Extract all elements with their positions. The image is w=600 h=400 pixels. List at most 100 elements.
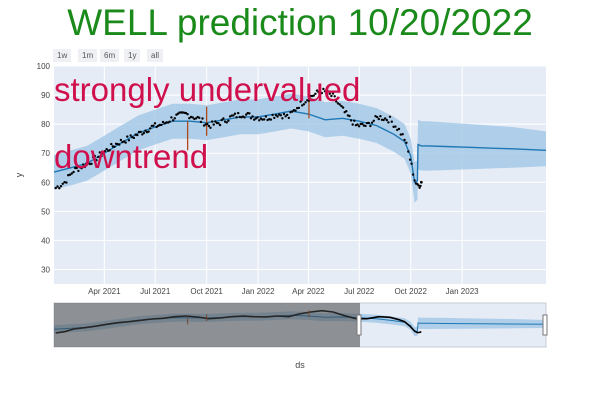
actual-point [245,113,248,116]
y-axis-label: y [14,172,24,177]
actual-point [294,109,297,112]
actual-point [58,187,61,190]
actual-point [184,111,188,115]
actual-point [418,186,421,189]
actual-point [328,92,331,95]
range-slider-mask [54,303,360,347]
actual-point [70,172,74,175]
actual-point [170,116,173,119]
actual-point [254,117,257,120]
actual-point [105,148,108,151]
y-tick-label: 50 [41,207,50,216]
y-tick-label: 60 [41,178,50,187]
actual-point [411,173,415,176]
actual-point [100,154,103,158]
actual-point [413,179,416,182]
actual-point [119,138,123,142]
page-title: WELL prediction 10/20/2022 [67,2,533,43]
actual-point [396,128,399,132]
actual-point [91,156,95,159]
valuation-annotation: strongly undervalued [54,71,360,108]
actual-point [72,170,75,174]
x-axis-ticks: Apr 2021 Jul 2021 Oct 2021 Jan 2022 Apr 2022… [88,287,479,296]
actual-point [173,117,176,120]
actual-point [361,122,364,126]
x-tick-label: Jul 2022 [344,287,375,296]
range-slider[interactable] [53,302,548,348]
x-tick-label: Jul 2021 [140,287,171,296]
actual-point [399,133,402,136]
y-tick-label: 40 [41,236,50,245]
actual-point [198,116,201,120]
actual-point [301,104,304,107]
actual-point [269,118,273,121]
range-1w-button[interactable]: 1w [53,49,72,62]
actual-point [351,123,354,126]
actual-point [291,110,294,113]
actual-point [147,130,150,133]
actual-point [379,115,382,118]
actual-point [56,185,59,188]
actual-point [273,116,276,120]
actual-point [54,186,57,190]
actual-point [103,150,107,153]
actual-point [419,180,423,184]
actual-point [82,163,85,166]
actual-point [322,87,325,91]
actual-point [281,117,284,120]
actual-point [282,112,286,116]
actual-point [263,118,266,121]
y-tick-label: 90 [41,91,50,100]
x-tick-label: Apr 2021 [88,287,121,296]
actual-point [165,121,168,124]
actual-point [160,123,163,127]
actual-point [369,124,372,128]
actual-point [349,119,353,122]
actual-point [108,149,111,152]
range-all-button[interactable]: all [147,49,164,62]
y-tick-label: 80 [41,120,50,129]
actual-point [220,118,223,122]
actual-point [194,117,198,120]
actual-point [403,138,406,142]
actual-point [333,95,336,98]
actual-point [232,114,235,117]
actual-point [139,130,142,134]
range-6m-button[interactable]: 6m [100,49,120,62]
y-axis-ticks: 30 40 50 60 70 80 90 100 [37,62,51,274]
actual-point [419,184,422,188]
actual-point [304,101,307,104]
actual-point [136,133,139,137]
range-1m-button[interactable]: 1m [78,49,98,62]
actual-point [141,133,144,136]
actual-point [407,150,410,153]
actual-point [65,181,68,184]
range-1y-button[interactable]: 1y [124,49,141,62]
actual-point [405,141,408,144]
actual-point [410,162,413,165]
trend-annotation: downtrend [54,138,208,175]
x-tick-label: Jan 2022 [242,287,275,296]
range-slider-left-handle[interactable] [356,314,362,336]
forecast-line-path [53,110,547,184]
actual-point [214,120,217,123]
actual-point [248,112,251,115]
actual-point [227,119,230,122]
actual-point [75,166,79,170]
actual-point [233,112,237,115]
actual-point [59,185,63,188]
actual-point [199,120,203,124]
actual-point [209,126,212,129]
actual-point [387,121,390,124]
actual-point [102,152,105,155]
actual-point [367,121,370,125]
actual-point [132,136,136,140]
actual-point [392,125,395,128]
actual-point [153,122,157,125]
actual-point [370,121,374,124]
actual-point [137,130,141,134]
actual-point [80,167,83,170]
range-slider-right-handle[interactable] [542,314,548,336]
actual-point [385,118,388,122]
actual-point [271,113,274,117]
